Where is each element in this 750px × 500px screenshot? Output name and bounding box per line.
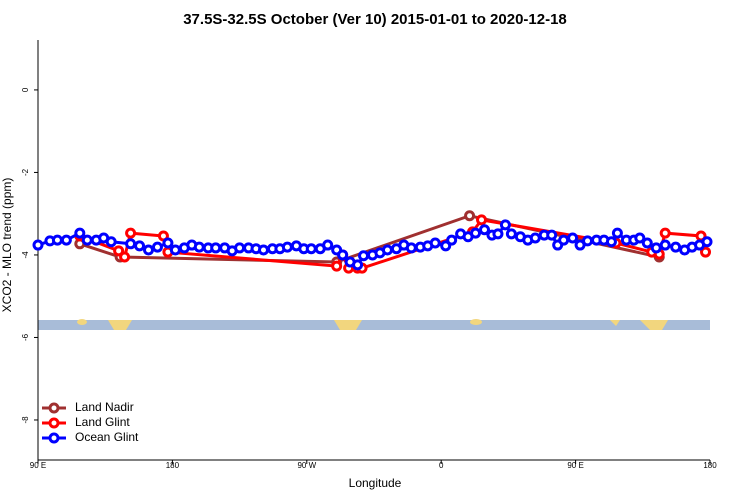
- x-tick-label: 90 E: [30, 461, 46, 470]
- y-axis-label: XCO2 - MLO trend (ppm): [0, 178, 14, 313]
- data-point: [32, 239, 44, 251]
- data-point: [558, 234, 570, 246]
- legend-label: Land Nadir: [75, 400, 134, 414]
- legend-marker: [48, 402, 60, 414]
- data-point: [358, 250, 370, 262]
- data-point: [81, 234, 93, 246]
- data-point: [281, 241, 293, 253]
- data-point: [119, 251, 131, 263]
- data-point: [529, 232, 541, 244]
- data-point: [51, 234, 63, 246]
- data-point: [352, 259, 364, 271]
- data-point: [193, 241, 205, 253]
- data-point: [429, 237, 441, 249]
- data-point: [701, 236, 713, 248]
- data-point: [446, 234, 458, 246]
- data-point: [405, 242, 417, 254]
- data-point: [546, 229, 558, 241]
- data-point: [125, 238, 137, 250]
- data-point: [641, 237, 653, 249]
- data-point: [499, 219, 511, 231]
- x-tick-label: 0: [439, 461, 444, 470]
- y-tick-label: 0: [21, 87, 30, 92]
- data-point: [74, 227, 86, 239]
- data-point: [169, 244, 181, 256]
- data-point: [210, 242, 222, 254]
- data-point: [113, 245, 125, 257]
- data-point: [134, 240, 146, 252]
- data-point: [505, 228, 517, 240]
- x-tick-label: 90 E: [567, 461, 583, 470]
- data-point: [476, 214, 488, 226]
- y-tick-label: -8: [21, 416, 30, 424]
- data-point: [322, 239, 334, 251]
- data-point: [650, 242, 662, 254]
- data-point: [611, 227, 623, 239]
- data-point: [492, 228, 504, 240]
- data-point: [479, 224, 491, 236]
- x-tick-label: 180: [703, 461, 717, 470]
- data-point: [105, 236, 117, 248]
- data-point: [670, 241, 682, 253]
- data-point: [582, 235, 594, 247]
- y-tick-label: -2: [21, 168, 30, 176]
- map-strip: [38, 319, 710, 330]
- data-point: [331, 260, 343, 272]
- data-point: [257, 244, 269, 256]
- data-point: [659, 227, 671, 239]
- data-point: [337, 249, 349, 261]
- data-point: [143, 244, 155, 256]
- data-point: [151, 241, 163, 253]
- data-point: [464, 210, 476, 222]
- y-tick-label: -6: [21, 333, 30, 341]
- legend-marker: [48, 417, 60, 429]
- y-tick-label: -4: [21, 251, 30, 259]
- data-point: [700, 246, 712, 258]
- data-point: [567, 232, 579, 244]
- data-point: [605, 236, 617, 248]
- chart-title: 37.5S-32.5S October (Ver 10) 2015-01-01 …: [183, 11, 567, 28]
- data-point: [634, 232, 646, 244]
- x-tick-label: 180: [166, 461, 180, 470]
- legend-label: Ocean Glint: [75, 430, 139, 444]
- data-point: [60, 234, 72, 246]
- legend-marker: [48, 432, 60, 444]
- x-axis-label: Longitude: [349, 476, 402, 490]
- data-point: [659, 239, 671, 251]
- data-point: [162, 237, 174, 249]
- legend-label: Land Glint: [75, 415, 130, 429]
- x-tick-label: 90 W: [297, 461, 316, 470]
- data-point: [470, 227, 482, 239]
- data-point: [305, 243, 317, 255]
- data-point: [234, 242, 246, 254]
- data-point: [125, 227, 137, 239]
- data-point: [381, 244, 393, 256]
